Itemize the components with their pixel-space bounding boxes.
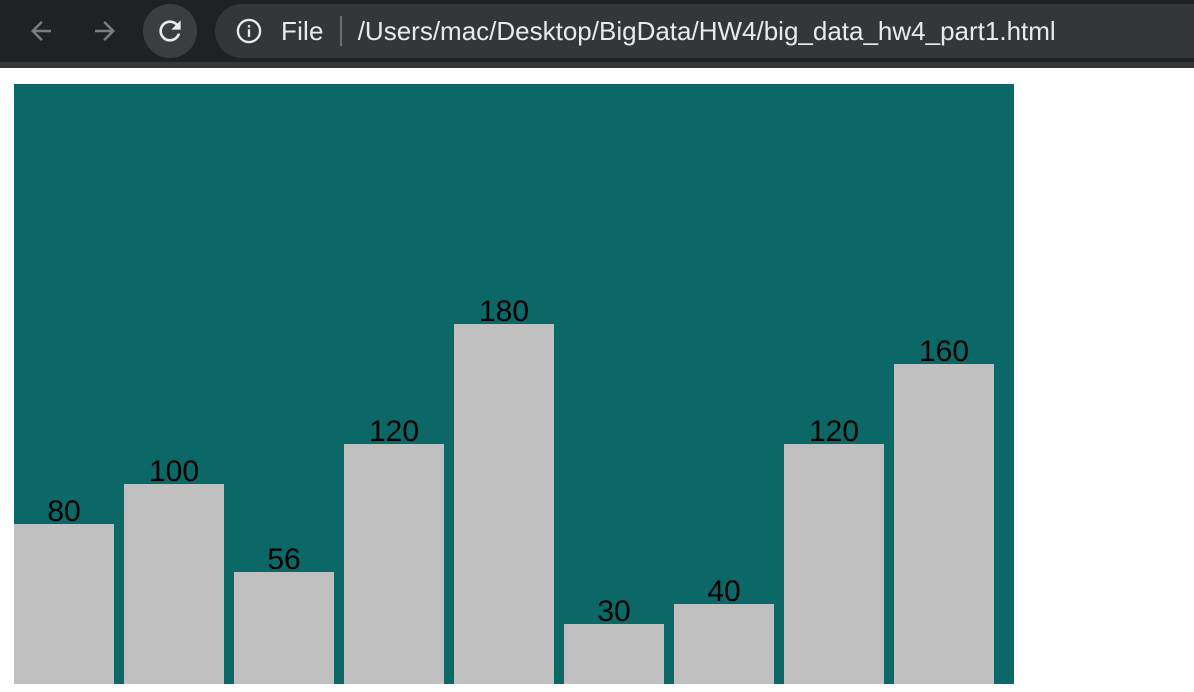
bar-value-label-8: 120 (809, 415, 859, 448)
value-labels-group: 80 100 56 120 180 30 40 120 160 (47, 295, 969, 628)
bar-1 (14, 524, 114, 684)
bar-4 (344, 444, 444, 684)
bars-group (14, 324, 994, 684)
bar-value-label-4: 120 (369, 415, 419, 448)
reload-button[interactable] (143, 4, 197, 58)
bar-chart: 80 100 56 120 180 30 40 120 160 (14, 84, 1014, 684)
scheme-label: File (281, 15, 324, 46)
bar-3 (234, 572, 334, 684)
url-text[interactable]: /Users/mac/Desktop/BigData/HW4/big_data_… (357, 15, 1056, 46)
info-icon[interactable] (235, 17, 263, 45)
bar-value-label-1: 80 (47, 495, 80, 528)
bar-value-label-7: 40 (707, 575, 740, 608)
arrow-left-icon (31, 21, 51, 41)
bar-7 (674, 604, 774, 684)
bar-value-label-9: 160 (919, 335, 969, 368)
browser-toolbar: File /Users/mac/Desktop/BigData/HW4/big_… (0, 0, 1194, 68)
bar-value-label-2: 100 (149, 455, 199, 488)
bar-chart-container: 80 100 56 120 180 30 40 120 160 (14, 84, 1014, 684)
url-separator (339, 16, 342, 46)
address-bar[interactable]: File /Users/mac/Desktop/BigData/HW4/big_… (215, 4, 1194, 58)
bar-value-label-5: 180 (479, 295, 529, 328)
forward-button[interactable] (78, 4, 132, 58)
arrow-right-icon (95, 21, 115, 41)
bar-value-label-6: 30 (597, 595, 630, 628)
bar-5 (454, 324, 554, 684)
back-button[interactable] (14, 4, 68, 58)
bar-9 (894, 364, 994, 684)
bar-8 (784, 444, 884, 684)
bar-2 (124, 484, 224, 684)
reload-icon (159, 20, 181, 42)
bar-6 (564, 624, 664, 684)
bar-value-label-3: 56 (267, 543, 300, 576)
